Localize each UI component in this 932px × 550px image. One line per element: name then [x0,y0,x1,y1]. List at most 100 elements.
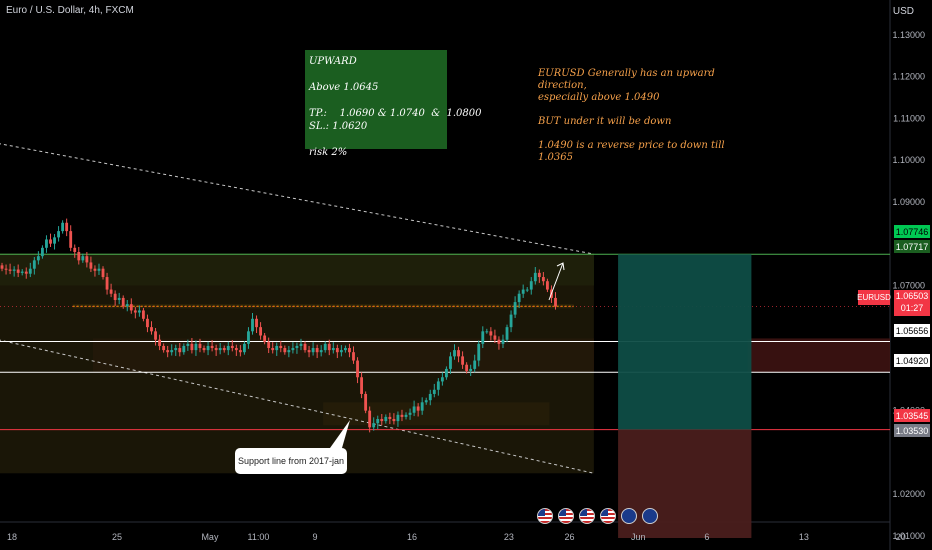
candle-body [440,377,444,382]
y-tick-label: 1.09000 [892,197,925,207]
candle-body [497,339,501,344]
candle-body [445,368,448,378]
candle-body [230,345,234,349]
candle-body [238,350,242,353]
price-tag-green-top: 1.07746 [894,225,930,238]
candle-body [408,412,412,415]
candle-body [344,348,347,351]
candle-body [190,343,194,351]
candle-body [57,231,60,238]
upper-trendline [0,143,594,255]
us-flag-icon[interactable] [537,508,553,524]
candle-body [529,281,533,290]
symbol-title: Euro / U.S. Dollar, 4h, FXCM [6,5,134,16]
candle-body [113,293,117,301]
candle-body [396,414,400,422]
candle-body [158,339,161,346]
candle-body [12,269,16,271]
candle-body [424,400,428,403]
x-axis-labels: 18 25 May 11:00 9 16 23 26 Jun 6 13 20 [7,532,906,542]
candle-body [53,237,56,244]
red-zone-extension [747,338,890,373]
candle-body [287,350,291,353]
x-tick-label: 20 [896,532,906,542]
candle-body [311,348,315,353]
candle-body [129,304,133,311]
x-tick-label: 23 [504,532,514,542]
x-tick-label: 11:00 [248,532,270,542]
current-price-tag: 1.06503 01:27 [894,290,930,316]
x-tick-label: 9 [312,532,317,542]
price-tag-white-2: 1.04920 [894,354,930,367]
candle-body [61,222,65,232]
eu-flag-icon[interactable] [642,508,658,524]
candle-body [259,327,262,336]
candle-body [178,348,182,353]
x-tick-label: 16 [407,532,417,542]
us-flag-icon[interactable] [600,508,616,524]
y-tick-label: 1.10000 [892,155,925,165]
candle-body [380,419,384,422]
price-tag-gray: 1.03530 [894,424,930,437]
zones-layer [0,253,890,474]
candle-body [194,343,198,351]
candle-body [360,377,363,394]
position-tool[interactable] [618,254,752,538]
candle-body [449,356,452,369]
candle-body [133,310,137,313]
x-tick-label: Jun [631,532,646,542]
support-callout[interactable]: Support line from 2017-jan [235,448,347,474]
note-take-profit: TP.: 1.0690 & 1.0740 & 1.0800 [309,108,482,119]
x-tick-label: 26 [565,532,575,542]
candle-body [251,318,254,332]
candle-body [170,350,174,353]
candle-body [493,335,497,340]
symbol-price-tag: EURUSD [857,290,891,305]
candle-body [489,331,493,336]
candle-body [137,310,141,313]
candle-body [142,310,145,319]
candle-body [376,419,380,424]
candle-body [554,297,557,307]
candle-body [45,239,48,248]
candle-body [388,416,392,420]
candle-body [368,410,372,428]
candle-body [65,222,69,232]
us-flag-icon[interactable] [579,508,595,524]
candle-body [41,247,44,257]
position-stop-area [618,429,752,538]
x-tick-label: 25 [112,532,122,542]
y-tick-label: 1.01000 [892,531,925,541]
candle-body [20,271,24,273]
candle-body [77,251,81,261]
candle-body [457,350,460,357]
price-tag-green-bottom: 1.07717 [894,240,930,253]
candle-body [263,335,267,342]
candle-body [117,297,121,301]
candle-body [214,348,218,351]
us-flag-icon[interactable] [558,508,574,524]
up-arrow [548,262,565,301]
analysis-annotation[interactable]: EURUSD Generally has an upward direction… [538,68,758,164]
candle-body [85,256,89,263]
candle-body [541,277,545,282]
candle-body [255,318,258,328]
candle-body [101,268,105,278]
candle-body [222,348,226,351]
economic-events[interactable] [537,508,658,524]
candle-body [412,406,416,413]
candle-body [291,348,295,351]
candle-body [234,348,238,351]
x-tick-label: May [201,532,219,542]
candle-body [517,293,521,303]
candle-body [275,345,279,351]
candle-body [400,414,404,417]
y-tick-label: 1.02000 [892,489,925,499]
candle-body [279,345,283,349]
eu-flag-icon[interactable] [621,508,637,524]
candle-body [283,348,287,353]
y-tick-label: 1.13000 [892,30,925,40]
candle-body [428,393,432,401]
trade-note-box[interactable]: UPWARD Above 1.0645 TP.: 1.0690 & 1.0740… [305,50,482,158]
